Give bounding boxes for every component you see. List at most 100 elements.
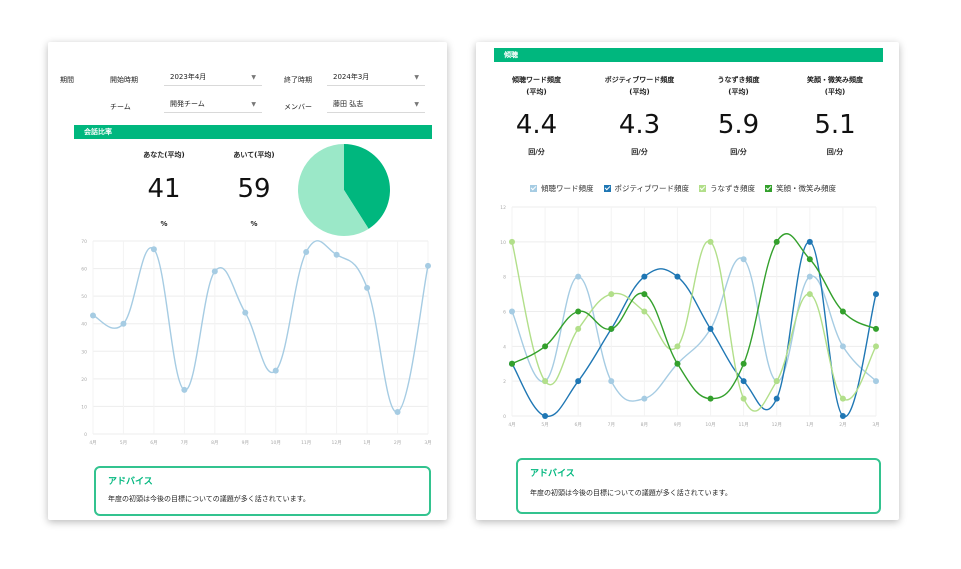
data-point <box>509 238 515 245</box>
y-tick-label: 40 <box>81 322 87 328</box>
data-point <box>90 312 96 319</box>
x-tick-label: 12月 <box>772 422 782 428</box>
data-point <box>542 378 549 385</box>
metric-unit: 回/分 <box>730 148 747 156</box>
advice-text: 年度の初頭は今後の目標についての議題が多く話されています。 <box>108 495 310 503</box>
data-point <box>707 325 714 332</box>
period-label: 期間 <box>60 76 74 84</box>
y-tick-label: 60 <box>81 267 87 273</box>
metric-sublabel: (平均) <box>629 88 650 96</box>
end-select-value: 2024年3月 <box>333 73 370 81</box>
x-tick-label: 10月 <box>271 440 281 446</box>
y-tick-label: 30 <box>81 349 87 355</box>
legend-label: 笑顔・微笑み頻度 <box>776 184 837 193</box>
data-point <box>181 386 188 393</box>
series-line <box>511 241 877 418</box>
legend-item[interactable]: うなずき頻度 <box>699 183 755 194</box>
metric-value: 4.3 <box>618 110 661 140</box>
other-value: 59 <box>237 174 271 204</box>
advice-title: アドバイス <box>530 469 575 479</box>
metric-sublabel: (平均) <box>728 88 749 96</box>
pie-slice-you <box>344 144 390 229</box>
start-select-value: 2023年4月 <box>170 73 207 81</box>
metric-value: 5.9 <box>717 110 760 140</box>
data-point <box>839 343 846 350</box>
x-tick-label: 4月 <box>508 422 515 428</box>
end-select[interactable]: 2024年3月 ▼ <box>327 69 425 86</box>
legend-item[interactable]: 笑顔・微笑み頻度 <box>765 183 836 194</box>
x-tick-label: 11月 <box>739 422 749 428</box>
start-select[interactable]: 2023年4月 ▼ <box>164 69 262 86</box>
member-label: メンバー <box>284 103 312 111</box>
team-label: チーム <box>110 103 131 111</box>
data-point <box>542 343 549 350</box>
data-point <box>707 238 714 245</box>
x-tick-label: 4月 <box>89 440 96 446</box>
chevron-down-icon: ▼ <box>251 101 256 108</box>
data-point <box>806 238 813 245</box>
team-select[interactable]: 開発チーム ▼ <box>164 96 262 113</box>
other-unit: % <box>250 220 258 228</box>
x-tick-label: 8月 <box>211 440 218 446</box>
legend-label: 傾聴ワード頻度 <box>541 184 594 193</box>
series-line <box>511 233 877 400</box>
y-tick-label: 10 <box>81 404 87 410</box>
data-point <box>242 309 249 316</box>
x-tick-label: 9月 <box>242 440 249 446</box>
member-select-value: 藤田 弘志 <box>333 100 364 108</box>
x-tick-label: 12月 <box>332 440 342 446</box>
metric-label: ポジティブワード頻度 <box>604 76 675 84</box>
data-point <box>333 251 340 258</box>
data-point <box>806 291 813 298</box>
y-tick-label: 20 <box>81 377 87 383</box>
data-point <box>542 413 549 419</box>
listening-line-chart: 0 2 4 6 8 10 12 4月 5月 6月 7月 8月 9月 10月 11月 12月 1月 2月 3月 <box>500 205 879 428</box>
legend-label: ポジティブワード頻度 <box>614 184 690 193</box>
y-tick-label: 50 <box>81 294 87 300</box>
x-tick-label: 7月 <box>608 422 615 428</box>
legend-label: うなずき頻度 <box>710 184 756 193</box>
advice-box: アドバイス 年度の初頭は今後の目標についての議題が多く話されています。 <box>516 458 881 514</box>
metric-label: 傾聴ワード頻度 <box>512 76 561 84</box>
member-select[interactable]: 藤田 弘志 ▼ <box>327 96 425 113</box>
data-point <box>394 408 401 415</box>
section-title: 会話比率 <box>84 128 112 136</box>
pie-slice-other <box>298 144 369 236</box>
listening-card: 傾聴 傾聴ワード頻度 (平均) 4.4 回/分 ポジティブワード頻度 (平均) … <box>476 42 899 520</box>
check-icon <box>530 185 537 192</box>
metric-sublabel: (平均) <box>824 88 846 96</box>
y-tick-label: 8 <box>503 275 506 281</box>
pie-chart <box>298 144 390 236</box>
y-tick-label: 6 <box>503 310 506 316</box>
you-label: あなた(平均) <box>143 151 185 159</box>
data-point <box>773 378 780 385</box>
data-point <box>608 291 615 298</box>
data-point <box>608 378 615 385</box>
x-tick-label: 7月 <box>181 440 188 446</box>
check-icon <box>699 185 707 192</box>
x-tick-label: 10月 <box>705 422 715 428</box>
data-point <box>839 308 846 315</box>
legend-item[interactable]: 傾聴ワード頻度 <box>530 183 594 194</box>
data-point <box>509 308 515 315</box>
data-point <box>740 378 747 385</box>
series-line <box>92 240 429 413</box>
x-tick-label: 11月 <box>301 440 311 446</box>
x-tick-label: 5月 <box>120 440 127 446</box>
section-header: 会話比率 <box>74 125 432 139</box>
x-tick-label: 5月 <box>541 422 548 428</box>
section-header: 傾聴 <box>494 48 883 62</box>
data-point <box>425 262 431 269</box>
check-icon <box>765 185 773 192</box>
data-point <box>873 291 879 298</box>
y-tick-label: 0 <box>84 432 87 438</box>
y-tick-label: 70 <box>81 239 87 245</box>
data-point <box>641 395 648 402</box>
data-point <box>509 360 515 367</box>
x-tick-label: 9月 <box>674 422 681 428</box>
x-tick-label: 2月 <box>839 422 846 428</box>
data-point <box>211 268 218 275</box>
legend-item[interactable]: ポジティブワード頻度 <box>603 183 690 194</box>
metric-label: 笑顔・微笑み頻度 <box>807 76 863 84</box>
x-tick-label: 8月 <box>641 422 648 428</box>
